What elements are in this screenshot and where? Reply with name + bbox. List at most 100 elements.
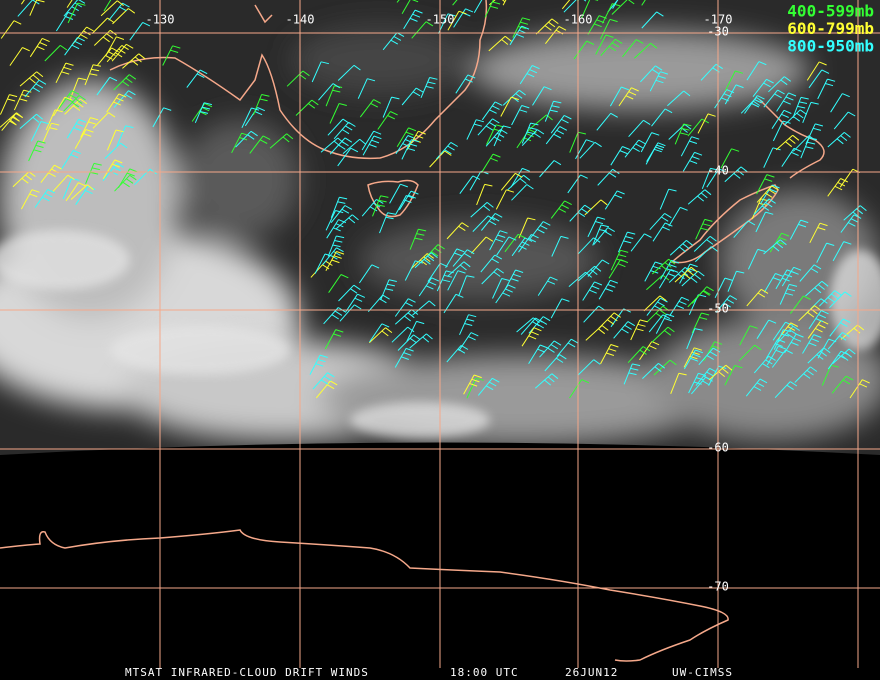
wind-barb <box>693 235 717 252</box>
wind-barb <box>521 327 542 347</box>
wind-barb <box>648 314 671 333</box>
wind-barb <box>481 268 504 285</box>
wind-barb <box>470 202 494 218</box>
wind-barb <box>401 87 424 106</box>
wind-barb <box>446 222 469 240</box>
wind-barb <box>529 221 551 240</box>
wind-barb <box>194 102 213 124</box>
wind-barb <box>776 92 797 112</box>
wind-barb <box>775 269 795 290</box>
wind-barb <box>683 347 702 368</box>
wind-barb <box>113 90 136 108</box>
wind-barb <box>241 107 260 129</box>
wind-barb <box>604 190 625 210</box>
wind-barb <box>329 137 353 155</box>
wind-barb <box>295 99 319 116</box>
wind-barb <box>694 246 718 263</box>
wind-barb <box>414 252 438 269</box>
wind-barb <box>519 65 540 85</box>
wind-barb <box>827 332 850 350</box>
wind-barb <box>634 42 658 59</box>
wind-barb <box>649 212 672 231</box>
wind-barb <box>406 320 425 342</box>
wind-barb <box>471 236 494 254</box>
legend-entry: 800-950mb <box>787 37 874 56</box>
wind-barb <box>537 276 558 296</box>
wind-barb <box>775 134 800 151</box>
wind-barb <box>577 265 602 282</box>
wind-barb <box>807 347 831 364</box>
wind-barb <box>733 220 756 238</box>
wind-barb <box>768 76 791 93</box>
wind-barb <box>802 334 822 354</box>
wind-barb <box>493 125 511 147</box>
wind-barb <box>714 89 735 109</box>
footer-time: 18:00 UTC <box>450 666 519 679</box>
wind-barb <box>309 354 328 375</box>
wind-barb <box>669 240 694 256</box>
wind-barb <box>660 259 680 280</box>
wind-barb <box>807 320 829 339</box>
wind-barb <box>756 319 777 339</box>
wind-barb <box>808 69 830 89</box>
wind-barb <box>630 319 648 341</box>
wind-barb <box>480 153 501 174</box>
wind-barb <box>66 118 87 139</box>
wind-barb <box>484 0 502 18</box>
wind-barb <box>655 313 675 334</box>
wind-barb <box>91 17 115 34</box>
wind-barb <box>409 228 427 250</box>
wind-barb <box>695 218 713 240</box>
wind-barb <box>108 2 130 21</box>
wind-barb <box>840 324 865 340</box>
longitude-label: -140 <box>286 13 315 27</box>
wind-barb <box>765 339 786 359</box>
wind-barb <box>539 340 562 358</box>
wind-barb <box>269 133 294 149</box>
latitude-label: -40 <box>707 164 729 178</box>
wind-barb <box>500 96 519 117</box>
wind-barb <box>447 270 466 291</box>
wind-barb <box>670 372 687 394</box>
wind-barb <box>116 125 134 147</box>
wind-barb <box>502 0 507 6</box>
wind-barb <box>122 53 146 69</box>
wind-barb <box>0 20 22 39</box>
wind-barb <box>756 185 779 203</box>
wind-barb <box>63 0 86 17</box>
wind-barb <box>569 379 590 399</box>
wind-barb <box>611 0 635 15</box>
wind-barb <box>9 47 30 66</box>
wind-barb <box>496 236 517 256</box>
wind-barb <box>618 87 639 107</box>
wind-barb <box>418 277 440 297</box>
wind-barb <box>627 346 651 364</box>
wind-barb <box>659 188 677 210</box>
wind-barb <box>52 174 75 192</box>
wind-barb <box>0 94 18 115</box>
wind-barb <box>777 325 800 343</box>
wind-barb <box>600 344 619 365</box>
wind-barb <box>103 0 112 12</box>
wind-barb <box>473 0 483 13</box>
wind-barb <box>744 95 765 114</box>
wind-barb <box>630 233 652 252</box>
wind-barb <box>129 21 151 41</box>
wind-barb <box>651 326 675 343</box>
wind-barb <box>1 113 23 131</box>
wind-barb <box>587 259 610 277</box>
wind-barb <box>639 341 660 361</box>
wind-barb <box>404 260 424 281</box>
wind-barb <box>335 214 359 230</box>
wind-barb <box>476 183 493 206</box>
wind-barb <box>544 354 567 372</box>
wind-barb <box>640 132 660 153</box>
wind-barb <box>575 139 594 160</box>
wind-barb <box>24 79 47 98</box>
wind-barb <box>695 367 717 386</box>
wind-barb <box>682 151 703 172</box>
wind-barb <box>325 251 345 272</box>
wind-barb <box>649 71 669 92</box>
wind-barb <box>799 264 822 282</box>
